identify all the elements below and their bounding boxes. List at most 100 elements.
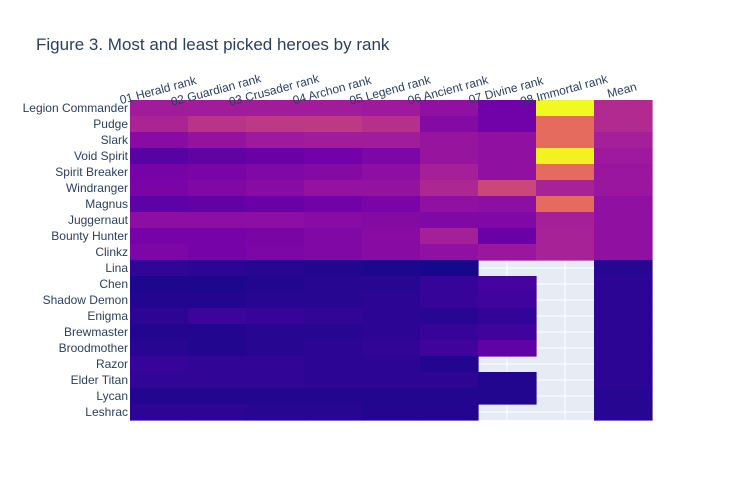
heatmap-cell[interactable] <box>362 388 421 405</box>
heatmap-cell[interactable] <box>130 260 189 277</box>
heatmap-cell[interactable] <box>362 116 421 133</box>
heatmap-cell[interactable] <box>246 340 305 357</box>
heatmap-cell[interactable] <box>246 372 305 389</box>
heatmap-cell[interactable] <box>188 260 247 277</box>
heatmap-cell[interactable] <box>188 324 247 341</box>
heatmap-cell[interactable] <box>420 292 479 309</box>
heatmap-cell[interactable] <box>594 260 653 277</box>
heatmap-cell[interactable] <box>362 180 421 197</box>
heatmap-cell[interactable] <box>188 372 247 389</box>
heatmap-cell[interactable] <box>130 244 189 261</box>
heatmap-cell[interactable] <box>478 132 537 149</box>
heatmap-cell[interactable] <box>362 308 421 325</box>
heatmap-cell[interactable] <box>362 404 421 421</box>
heatmap-cell[interactable] <box>188 276 247 293</box>
heatmap-cell[interactable] <box>594 132 653 149</box>
heatmap-cell[interactable] <box>362 372 421 389</box>
heatmap-cell[interactable] <box>188 340 247 357</box>
heatmap-cell[interactable] <box>304 308 363 325</box>
heatmap-cell[interactable] <box>188 148 247 165</box>
heatmap-cell[interactable] <box>188 196 247 213</box>
heatmap-cell[interactable] <box>594 164 653 181</box>
heatmap-cell[interactable] <box>536 100 595 117</box>
heatmap-cell[interactable] <box>246 308 305 325</box>
heatmap-cell[interactable] <box>362 260 421 277</box>
heatmap-cell[interactable] <box>130 276 189 293</box>
heatmap-cell[interactable] <box>304 100 363 117</box>
heatmap-cell[interactable] <box>188 132 247 149</box>
heatmap-cell[interactable] <box>478 276 537 293</box>
heatmap-cell[interactable] <box>478 244 537 261</box>
heatmap-cell[interactable] <box>246 356 305 373</box>
heatmap-cell[interactable] <box>246 212 305 229</box>
heatmap-cell[interactable] <box>420 100 479 117</box>
heatmap-cell[interactable] <box>362 100 421 117</box>
heatmap-cell[interactable] <box>478 212 537 229</box>
heatmap-cell[interactable] <box>478 148 537 165</box>
heatmap-cell[interactable] <box>304 148 363 165</box>
heatmap-cell[interactable] <box>246 324 305 341</box>
heatmap-cell[interactable] <box>246 148 305 165</box>
heatmap-cell[interactable] <box>420 244 479 261</box>
heatmap-cell[interactable] <box>478 372 537 389</box>
heatmap-cell[interactable] <box>478 388 537 405</box>
heatmap-cell[interactable] <box>130 196 189 213</box>
heatmap-cell[interactable] <box>130 148 189 165</box>
heatmap-cell[interactable] <box>478 324 537 341</box>
heatmap-cell[interactable] <box>594 404 653 421</box>
heatmap-cell[interactable] <box>304 356 363 373</box>
heatmap-cell[interactable] <box>304 292 363 309</box>
heatmap-cell[interactable] <box>304 260 363 277</box>
heatmap-cell[interactable] <box>536 228 595 245</box>
heatmap-cell[interactable] <box>362 276 421 293</box>
heatmap-cell[interactable] <box>420 372 479 389</box>
heatmap-cell[interactable] <box>420 132 479 149</box>
heatmap-cell[interactable] <box>420 356 479 373</box>
heatmap-cell[interactable] <box>246 260 305 277</box>
heatmap-cell[interactable] <box>246 404 305 421</box>
heatmap-cell[interactable] <box>594 292 653 309</box>
heatmap-cell[interactable] <box>594 148 653 165</box>
heatmap-cell[interactable] <box>130 292 189 309</box>
heatmap-cell[interactable] <box>188 180 247 197</box>
heatmap-cell[interactable] <box>362 164 421 181</box>
heatmap-cell[interactable] <box>594 276 653 293</box>
heatmap-cell[interactable] <box>304 372 363 389</box>
heatmap-cell[interactable] <box>536 180 595 197</box>
heatmap-cell[interactable] <box>188 164 247 181</box>
heatmap-cell[interactable] <box>478 164 537 181</box>
heatmap-cell[interactable] <box>420 388 479 405</box>
heatmap-cell[interactable] <box>420 196 479 213</box>
heatmap-cell[interactable] <box>594 100 653 117</box>
heatmap-cell[interactable] <box>130 356 189 373</box>
heatmap-cell[interactable] <box>246 292 305 309</box>
heatmap-cell[interactable] <box>536 148 595 165</box>
heatmap-cell[interactable] <box>478 340 537 357</box>
heatmap-cell[interactable] <box>536 164 595 181</box>
heatmap-cell[interactable] <box>304 164 363 181</box>
heatmap-cell[interactable] <box>130 116 189 133</box>
heatmap-cell[interactable] <box>478 196 537 213</box>
heatmap-cell[interactable] <box>362 324 421 341</box>
heatmap-cell[interactable] <box>304 324 363 341</box>
heatmap-cell[interactable] <box>130 372 189 389</box>
heatmap-cell[interactable] <box>420 228 479 245</box>
heatmap-cell[interactable] <box>188 212 247 229</box>
heatmap-cell[interactable] <box>304 244 363 261</box>
heatmap-cell[interactable] <box>130 100 189 117</box>
heatmap-cell[interactable] <box>420 260 479 277</box>
heatmap-cell[interactable] <box>420 116 479 133</box>
heatmap-cell[interactable] <box>420 404 479 421</box>
heatmap-cell[interactable] <box>246 228 305 245</box>
heatmap-cell[interactable] <box>304 340 363 357</box>
heatmap-cell[interactable] <box>246 116 305 133</box>
heatmap-cell[interactable] <box>188 100 247 117</box>
heatmap-cell[interactable] <box>188 388 247 405</box>
heatmap-cell[interactable] <box>246 180 305 197</box>
heatmap-cell[interactable] <box>130 388 189 405</box>
heatmap-cell[interactable] <box>246 196 305 213</box>
heatmap-cell[interactable] <box>188 356 247 373</box>
heatmap-cell[interactable] <box>304 404 363 421</box>
heatmap-cell[interactable] <box>594 244 653 261</box>
heatmap-cell[interactable] <box>304 180 363 197</box>
